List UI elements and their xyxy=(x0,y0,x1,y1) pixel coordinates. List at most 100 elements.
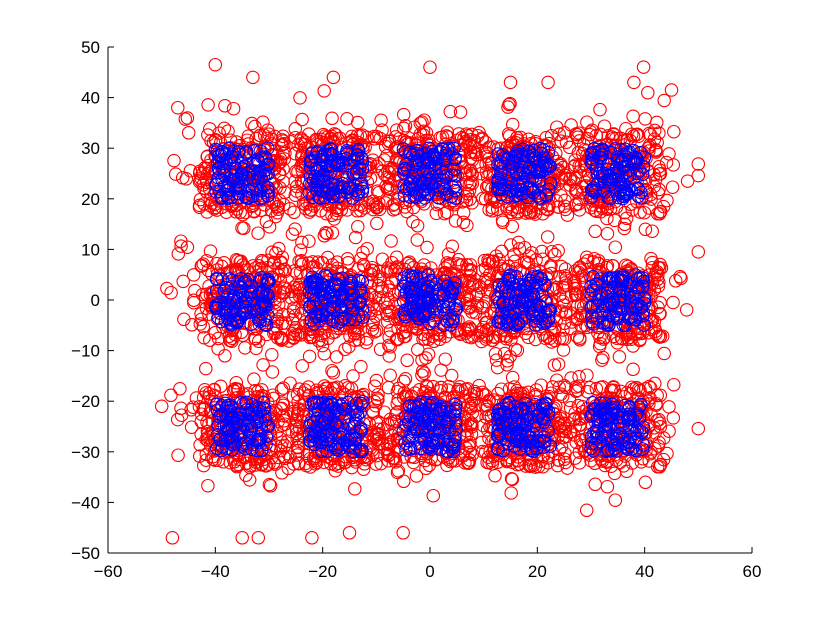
scatter-point-s0-2234 xyxy=(477,253,492,268)
scatter-point-s0-2662 xyxy=(192,399,207,414)
scatter-point-s0-1459 xyxy=(231,253,245,268)
scatter-point-s0-132 xyxy=(168,167,183,181)
scatter-point-s0-2838 xyxy=(253,450,267,465)
scatter-point-s0-3714 xyxy=(643,447,657,461)
scatter-point-s0-3431 xyxy=(504,472,519,486)
scatter-point-s0-3903 xyxy=(235,531,249,545)
scatter-point-s0-1558 xyxy=(176,274,190,289)
scatter-point-s0-3320 xyxy=(417,366,431,380)
scatter-point-s0-725 xyxy=(382,165,397,180)
scatter-point-s0-2262 xyxy=(480,275,494,289)
scatter-point-s0-1278 xyxy=(633,205,647,219)
scatter-point-s0-1478 xyxy=(199,361,213,376)
scatter-point-s0-2479 xyxy=(606,329,621,344)
scatter-point-s0-203 xyxy=(275,137,289,152)
scatter-point-s0-2661 xyxy=(173,382,187,396)
scatter-point-s1-106 xyxy=(217,147,232,162)
scatter-point-s0-2850 xyxy=(249,341,263,356)
scatter-point-s0-3867 xyxy=(567,428,581,442)
scatter-point-s0-1311 xyxy=(251,334,266,349)
scatter-point-s0-2038 xyxy=(389,250,404,265)
scatter-point-s0-3865 xyxy=(666,411,681,425)
scatter-point-s0-2073 xyxy=(438,261,452,275)
scatter-point-s0-2510 xyxy=(666,295,680,310)
scatter-point-s0-981 xyxy=(510,130,524,145)
scatter-point-s0-3766 xyxy=(560,461,575,475)
scatter-point-s0-3790 xyxy=(608,493,623,507)
scatter-point-s0-180 xyxy=(261,123,275,137)
scatter-point-s0-1455 xyxy=(203,244,218,258)
scatter-point-s0-808 xyxy=(505,219,520,234)
scatter-point-s0-226 xyxy=(218,99,232,113)
scatter-point-s0-2799 xyxy=(170,412,185,427)
scatter-point-s0-1729 xyxy=(286,304,301,319)
scatter-point-s0-3243 xyxy=(434,363,448,377)
scatter-point-s0-774 xyxy=(397,133,411,148)
scatter-point-s0-968 xyxy=(539,130,553,145)
scatter-point-s1-101 xyxy=(211,162,226,176)
scatter-point-s0-2695 xyxy=(202,389,217,404)
scatter-point-s0-715 xyxy=(458,189,473,204)
scatter-point-s1-156 xyxy=(353,168,367,182)
scatter-point-s0-3731 xyxy=(588,477,602,492)
scatter-point-s0-202 xyxy=(217,121,232,136)
scatter-point-s0-1914 xyxy=(456,215,471,230)
scatter-point-s0-517 xyxy=(350,128,365,143)
scatter-point-s0-3888 xyxy=(667,377,681,392)
scatter-point-s0-246 xyxy=(206,135,221,150)
scatter-point-s0-662 xyxy=(398,119,413,133)
scatter-point-s0-3901 xyxy=(208,57,223,72)
scatter-point-s0-3902 xyxy=(251,531,266,545)
scatter-point-s1-105 xyxy=(251,153,265,167)
scatter-point-s0-2512 xyxy=(645,224,659,238)
scatter-point-s0-1167 xyxy=(691,168,706,183)
scatter-point-s0-3612 xyxy=(484,409,499,423)
scatter-point-s0-1786 xyxy=(343,329,357,343)
scatter-point-s0-926 xyxy=(558,202,573,217)
scatter-point-s1-109 xyxy=(218,178,232,193)
scatter-point-s0-3072 xyxy=(325,363,339,378)
scatter-point-s0-525 xyxy=(448,214,463,228)
scatter-point-s0-2192 xyxy=(457,322,472,337)
scatter-point-s0-3338 xyxy=(380,446,395,461)
scatter-point-s0-3597 xyxy=(480,423,495,437)
scatter-point-s0-1250 xyxy=(585,123,599,138)
scatter-point-s0-477 xyxy=(366,202,381,217)
scatter-point-s0-3911 xyxy=(680,174,695,188)
scatter-point-s0-2994 xyxy=(298,456,313,471)
scatter-point-s0-1787 xyxy=(351,262,366,276)
scatter-point-s0-3371 xyxy=(445,391,460,405)
scatter-point-s0-695 xyxy=(410,233,425,247)
scatter-point-s0-1557 xyxy=(186,268,201,282)
scatter-point-s0-497 xyxy=(316,193,330,207)
scatter-point-s0-1677 xyxy=(348,333,362,347)
scatter-point-s0-332 xyxy=(325,226,340,240)
scatter-point-s0-3148 xyxy=(400,353,414,368)
scatter-point-s0-2015 xyxy=(373,342,388,357)
scatter-point-s0-1339 xyxy=(229,375,244,390)
scatter-point-s0-1259 xyxy=(583,125,598,139)
scatter-point-s0-3892 xyxy=(657,346,671,361)
scatter-point-s0-2573 xyxy=(610,331,624,345)
scatter-point-s0-3820 xyxy=(643,381,658,395)
scatter-point-s0-3325 xyxy=(441,383,455,397)
scatter-point-s0-1942 xyxy=(381,261,395,275)
scatter-point-s0-727 xyxy=(382,134,397,149)
scatter-point-s0-1579 xyxy=(348,230,363,245)
scatter-point-s0-3255 xyxy=(396,474,411,489)
scatter-point-s0-650 xyxy=(380,193,395,208)
scatter-point-s0-3592 xyxy=(438,390,453,405)
scatter-point-s0-1279 xyxy=(637,205,652,220)
scatter-point-s0-2348 xyxy=(679,303,694,317)
scatter-point-s0-2096 xyxy=(554,259,569,274)
scatter-point-s0-2070 xyxy=(380,315,395,329)
scatter-point-s0-3017 xyxy=(391,464,406,478)
scatter-point-s0-236 xyxy=(246,198,260,213)
scatter-point-s0-2204 xyxy=(466,329,481,343)
scatter-point-s0-3632 xyxy=(478,445,493,459)
scatter-point-s0-3018 xyxy=(280,434,295,448)
scatter-point-s0-2327 xyxy=(476,299,490,313)
scatter-point-s0-2858 xyxy=(202,417,216,432)
scatter-point-s0-2737 xyxy=(174,408,189,422)
scatter-point-s0-2448 xyxy=(651,268,665,282)
